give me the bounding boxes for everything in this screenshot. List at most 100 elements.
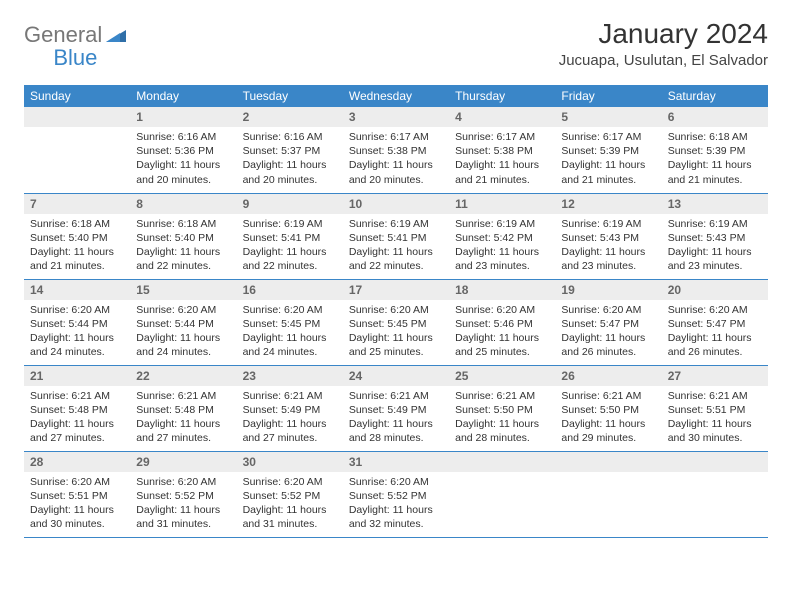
day-details: Sunrise: 6:20 AMSunset: 5:44 PMDaylight:… — [24, 300, 130, 364]
brand-part2: Blue — [53, 45, 97, 71]
daylight-line2: and 24 minutes. — [243, 345, 337, 359]
sunset-text: Sunset: 5:45 PM — [243, 317, 337, 331]
day-details: Sunrise: 6:20 AMSunset: 5:51 PMDaylight:… — [24, 472, 130, 536]
daylight-line1: Daylight: 11 hours — [30, 331, 124, 345]
sunset-text: Sunset: 5:36 PM — [136, 144, 230, 158]
daylight-line1: Daylight: 11 hours — [243, 503, 337, 517]
day-number: 4 — [449, 107, 555, 127]
day-details: Sunrise: 6:18 AMSunset: 5:40 PMDaylight:… — [130, 214, 236, 278]
sunset-text: Sunset: 5:43 PM — [668, 231, 762, 245]
sunrise-text: Sunrise: 6:20 AM — [243, 303, 337, 317]
sunset-text: Sunset: 5:43 PM — [561, 231, 655, 245]
day-number: 11 — [449, 194, 555, 214]
sunset-text: Sunset: 5:50 PM — [455, 403, 549, 417]
weekday-header: Friday — [555, 85, 661, 107]
day-number-empty — [24, 107, 130, 127]
sunrise-text: Sunrise: 6:20 AM — [30, 475, 124, 489]
weekday-header: Monday — [130, 85, 236, 107]
day-number: 29 — [130, 452, 236, 472]
day-number: 12 — [555, 194, 661, 214]
daylight-line2: and 31 minutes. — [136, 517, 230, 531]
day-details: Sunrise: 6:21 AMSunset: 5:49 PMDaylight:… — [343, 386, 449, 450]
calendar-cell: 17Sunrise: 6:20 AMSunset: 5:45 PMDayligh… — [343, 279, 449, 365]
day-number-empty — [555, 452, 661, 472]
daylight-line1: Daylight: 11 hours — [30, 503, 124, 517]
day-number: 18 — [449, 280, 555, 300]
calendar-cell: 16Sunrise: 6:20 AMSunset: 5:45 PMDayligh… — [237, 279, 343, 365]
sunset-text: Sunset: 5:49 PM — [349, 403, 443, 417]
daylight-line2: and 25 minutes. — [455, 345, 549, 359]
sunrise-text: Sunrise: 6:19 AM — [349, 217, 443, 231]
calendar-table: SundayMondayTuesdayWednesdayThursdayFrid… — [24, 85, 768, 538]
sunrise-text: Sunrise: 6:21 AM — [668, 389, 762, 403]
calendar-week-row: 21Sunrise: 6:21 AMSunset: 5:48 PMDayligh… — [24, 365, 768, 451]
calendar-cell-empty — [662, 451, 768, 537]
daylight-line1: Daylight: 11 hours — [349, 503, 443, 517]
sunset-text: Sunset: 5:41 PM — [349, 231, 443, 245]
calendar-cell: 6Sunrise: 6:18 AMSunset: 5:39 PMDaylight… — [662, 107, 768, 193]
sunrise-text: Sunrise: 6:20 AM — [349, 303, 443, 317]
day-number: 26 — [555, 366, 661, 386]
day-details: Sunrise: 6:19 AMSunset: 5:43 PMDaylight:… — [662, 214, 768, 278]
sunset-text: Sunset: 5:52 PM — [136, 489, 230, 503]
sunrise-text: Sunrise: 6:21 AM — [243, 389, 337, 403]
daylight-line1: Daylight: 11 hours — [349, 331, 443, 345]
calendar-week-row: 28Sunrise: 6:20 AMSunset: 5:51 PMDayligh… — [24, 451, 768, 537]
day-details: Sunrise: 6:17 AMSunset: 5:38 PMDaylight:… — [449, 127, 555, 191]
day-number: 27 — [662, 366, 768, 386]
day-details: Sunrise: 6:18 AMSunset: 5:40 PMDaylight:… — [24, 214, 130, 278]
day-details: Sunrise: 6:21 AMSunset: 5:48 PMDaylight:… — [24, 386, 130, 450]
daylight-line2: and 30 minutes. — [30, 517, 124, 531]
day-number: 3 — [343, 107, 449, 127]
sunset-text: Sunset: 5:40 PM — [30, 231, 124, 245]
day-number: 19 — [555, 280, 661, 300]
day-number: 15 — [130, 280, 236, 300]
daylight-line2: and 23 minutes. — [455, 259, 549, 273]
daylight-line2: and 20 minutes. — [243, 173, 337, 187]
daylight-line2: and 23 minutes. — [561, 259, 655, 273]
sunrise-text: Sunrise: 6:20 AM — [243, 475, 337, 489]
calendar-cell: 29Sunrise: 6:20 AMSunset: 5:52 PMDayligh… — [130, 451, 236, 537]
day-number: 20 — [662, 280, 768, 300]
day-details: Sunrise: 6:19 AMSunset: 5:41 PMDaylight:… — [237, 214, 343, 278]
calendar-week-row: 14Sunrise: 6:20 AMSunset: 5:44 PMDayligh… — [24, 279, 768, 365]
daylight-line2: and 21 minutes. — [455, 173, 549, 187]
calendar-cell: 19Sunrise: 6:20 AMSunset: 5:47 PMDayligh… — [555, 279, 661, 365]
sunset-text: Sunset: 5:42 PM — [455, 231, 549, 245]
daylight-line1: Daylight: 11 hours — [455, 158, 549, 172]
sunrise-text: Sunrise: 6:21 AM — [30, 389, 124, 403]
daylight-line1: Daylight: 11 hours — [136, 158, 230, 172]
day-details: Sunrise: 6:20 AMSunset: 5:52 PMDaylight:… — [343, 472, 449, 536]
calendar-cell: 11Sunrise: 6:19 AMSunset: 5:42 PMDayligh… — [449, 193, 555, 279]
sunrise-text: Sunrise: 6:18 AM — [30, 217, 124, 231]
daylight-line2: and 20 minutes. — [136, 173, 230, 187]
sunset-text: Sunset: 5:40 PM — [136, 231, 230, 245]
weekday-header: Wednesday — [343, 85, 449, 107]
calendar-week-row: 7Sunrise: 6:18 AMSunset: 5:40 PMDaylight… — [24, 193, 768, 279]
sunset-text: Sunset: 5:51 PM — [668, 403, 762, 417]
calendar-cell: 8Sunrise: 6:18 AMSunset: 5:40 PMDaylight… — [130, 193, 236, 279]
day-number: 23 — [237, 366, 343, 386]
daylight-line1: Daylight: 11 hours — [668, 417, 762, 431]
sunrise-text: Sunrise: 6:21 AM — [561, 389, 655, 403]
calendar-cell: 30Sunrise: 6:20 AMSunset: 5:52 PMDayligh… — [237, 451, 343, 537]
calendar-cell: 5Sunrise: 6:17 AMSunset: 5:39 PMDaylight… — [555, 107, 661, 193]
day-details: Sunrise: 6:20 AMSunset: 5:45 PMDaylight:… — [343, 300, 449, 364]
daylight-line1: Daylight: 11 hours — [668, 158, 762, 172]
daylight-line2: and 32 minutes. — [349, 517, 443, 531]
daylight-line2: and 24 minutes. — [30, 345, 124, 359]
day-details: Sunrise: 6:19 AMSunset: 5:43 PMDaylight:… — [555, 214, 661, 278]
day-details: Sunrise: 6:20 AMSunset: 5:44 PMDaylight:… — [130, 300, 236, 364]
daylight-line2: and 26 minutes. — [561, 345, 655, 359]
daylight-line1: Daylight: 11 hours — [561, 417, 655, 431]
calendar-cell: 1Sunrise: 6:16 AMSunset: 5:36 PMDaylight… — [130, 107, 236, 193]
daylight-line2: and 28 minutes. — [455, 431, 549, 445]
day-details: Sunrise: 6:20 AMSunset: 5:52 PMDaylight:… — [130, 472, 236, 536]
sunrise-text: Sunrise: 6:19 AM — [243, 217, 337, 231]
day-details: Sunrise: 6:17 AMSunset: 5:38 PMDaylight:… — [343, 127, 449, 191]
daylight-line1: Daylight: 11 hours — [243, 158, 337, 172]
calendar-body: 1Sunrise: 6:16 AMSunset: 5:36 PMDaylight… — [24, 107, 768, 537]
calendar-cell: 2Sunrise: 6:16 AMSunset: 5:37 PMDaylight… — [237, 107, 343, 193]
sunrise-text: Sunrise: 6:17 AM — [455, 130, 549, 144]
daylight-line2: and 26 minutes. — [668, 345, 762, 359]
